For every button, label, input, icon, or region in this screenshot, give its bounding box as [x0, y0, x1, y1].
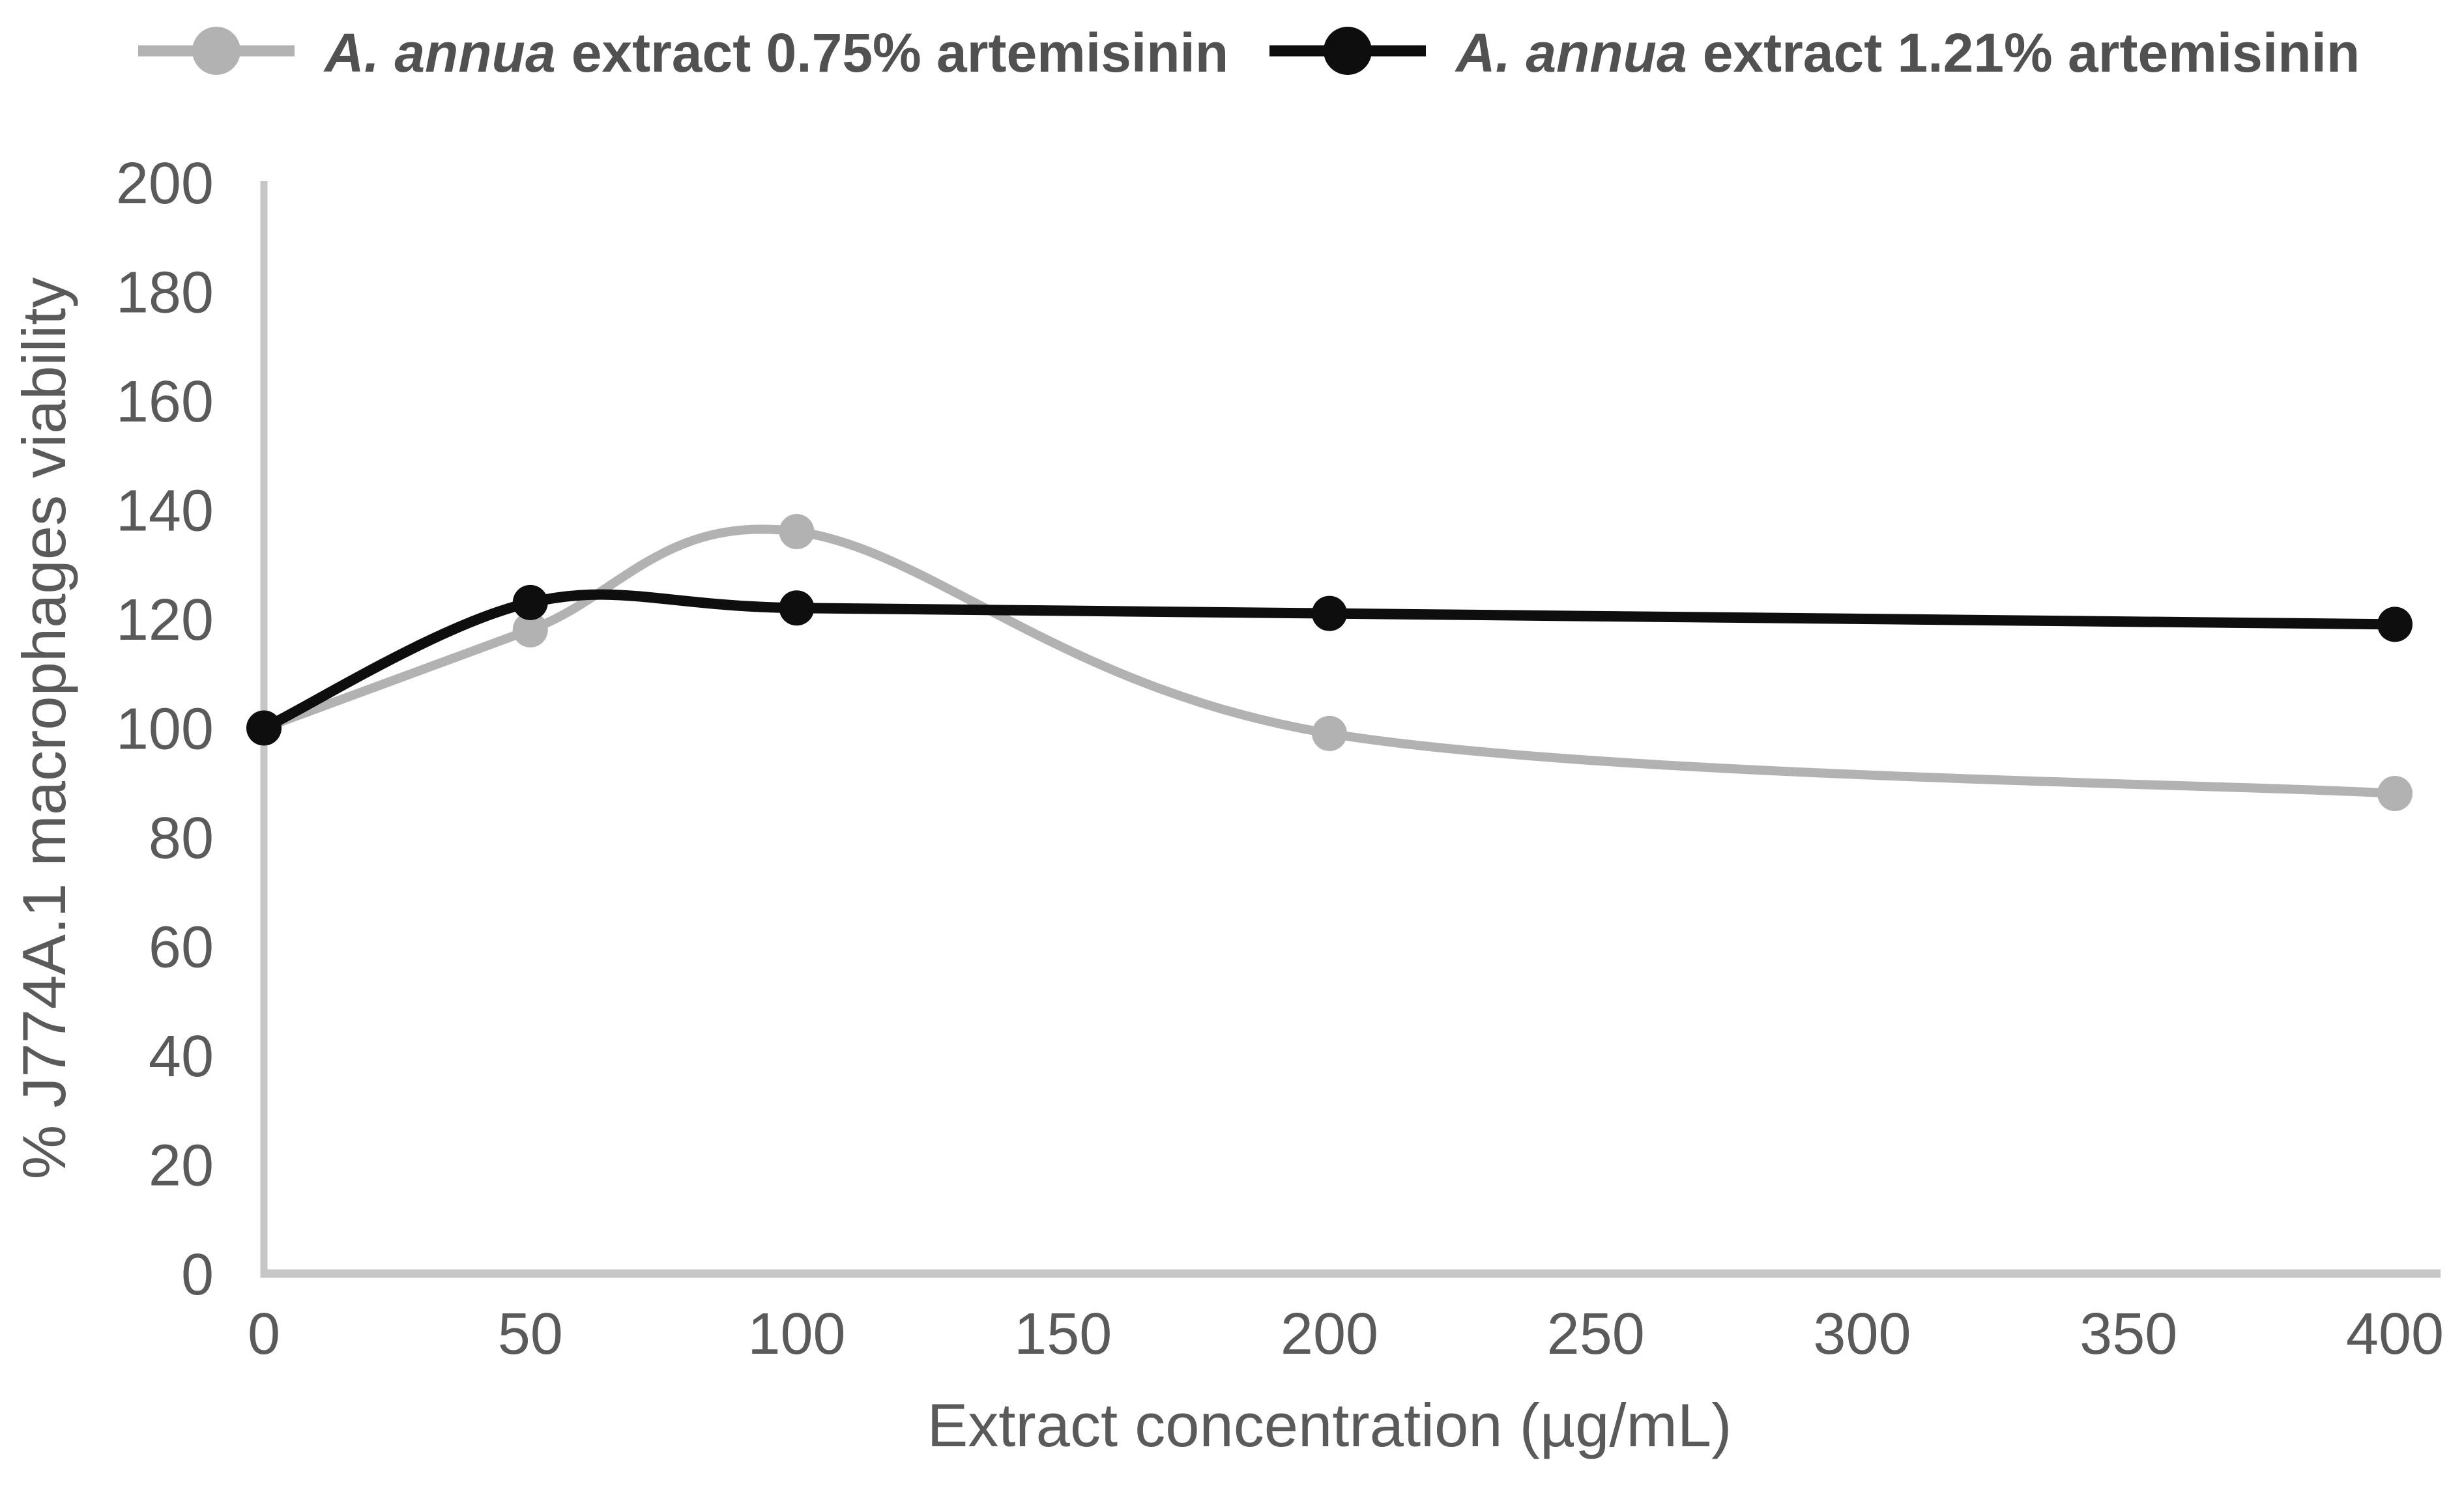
y-tick-label: 160: [116, 369, 214, 435]
y-tick-label: 120: [116, 588, 214, 653]
legend-circle-marker-icon: [1324, 27, 1372, 75]
x-tick-label: 200: [1281, 1302, 1378, 1367]
x-tick-label: 250: [1547, 1302, 1645, 1367]
legend-circle-marker-icon: [192, 27, 240, 75]
y-tick-label: 180: [116, 261, 214, 326]
y-tick-label: 20: [149, 1134, 214, 1199]
legend-item-extract-075: A. annua extract 0.75% artemisinin: [138, 22, 1228, 83]
series-line-1: [259, 589, 2400, 734]
data-point-marker: [2377, 776, 2413, 811]
y-tick-label: 40: [149, 1024, 214, 1089]
data-point-marker: [779, 514, 815, 549]
series-layer: [246, 514, 2413, 811]
x-tick-label: 100: [747, 1302, 845, 1367]
legend-label: A. annua extract 1.21% artemisinin: [1455, 22, 2360, 83]
x-axis-ticks: 0 50 100 150 200 250 300 350 400: [248, 1302, 2444, 1367]
x-axis-title: Extract concentration (µg/mL): [927, 1391, 1732, 1459]
y-tick-label: 140: [116, 479, 214, 544]
x-tick-label: 50: [498, 1302, 563, 1367]
legend-label: A. annua extract 0.75% artemisinin: [323, 22, 1228, 83]
data-point-marker: [779, 590, 815, 626]
y-tick-label: 100: [116, 697, 214, 762]
x-tick-label: 0: [248, 1302, 280, 1367]
data-point-marker: [512, 584, 548, 620]
x-tick-label: 400: [2346, 1302, 2444, 1367]
y-tick-label: 200: [116, 151, 214, 216]
legend-item-extract-121: A. annua extract 1.21% artemisinin: [1269, 22, 2360, 83]
y-tick-label: 0: [181, 1242, 214, 1307]
x-tick-label: 350: [2080, 1302, 2177, 1367]
data-point-marker: [246, 710, 282, 746]
legend: A. annua extract 0.75% artemisinin A. ann…: [138, 22, 2360, 83]
data-point-marker: [1312, 715, 1347, 751]
data-point-marker: [512, 612, 548, 648]
y-tick-label: 60: [149, 915, 214, 980]
x-tick-label: 300: [1813, 1302, 1911, 1367]
x-tick-label: 150: [1014, 1302, 1112, 1367]
series-line-0: [259, 524, 2399, 798]
y-tick-label: 80: [149, 806, 214, 871]
y-axis-title: % J774A.1 macrophages viability: [10, 278, 78, 1180]
data-point-marker: [2377, 607, 2413, 642]
data-point-marker: [1312, 595, 1347, 631]
